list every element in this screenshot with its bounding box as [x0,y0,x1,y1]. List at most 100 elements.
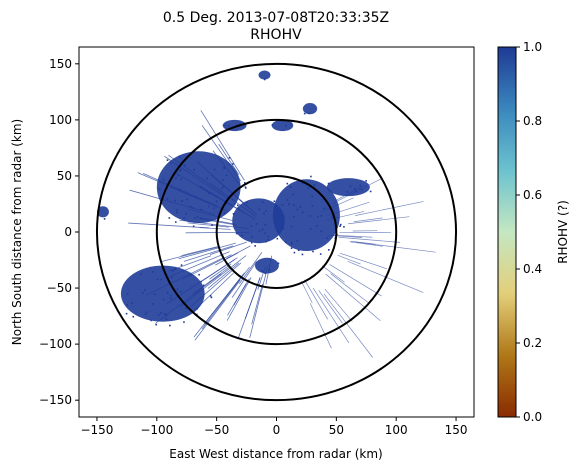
echo-gate [223,212,226,214]
echo-gate [309,215,312,217]
echo-gate [225,174,228,177]
colorbar-label: RHOHV (?) [556,200,570,264]
echo-gate [215,200,218,203]
echo-ray [301,281,313,304]
echo-gate [264,232,266,235]
echo-gate [168,217,171,219]
echo-ray [164,155,228,200]
echo-gate [291,241,293,244]
echo-gate [162,298,165,301]
echo-ray [210,241,247,255]
echo-ray [330,273,369,304]
echo-gate [277,262,280,265]
echo-gate [180,264,183,266]
echo-gate [166,159,169,161]
echo-ray [203,274,244,325]
colorbar-tick-label: 0.4 [523,262,542,276]
echo-gate [311,195,314,198]
echo-gate [308,112,311,115]
echo-gate [268,269,271,271]
echo-gate [166,198,169,200]
echo-gate [301,211,304,214]
echo-gate [170,297,172,300]
echo-gate [241,234,243,237]
x-tick-label: 0 [273,423,281,437]
echo-gate [244,186,247,189]
echo-gate [246,201,248,204]
echo-gate [150,319,152,322]
echo-gate [293,204,295,206]
echo-gate [310,175,312,178]
echo-west-cell [96,206,109,218]
echo-ray [181,246,218,256]
echo-gate [312,250,314,253]
echo-gate [301,253,304,256]
echo-ray [128,222,210,229]
colorbar-tick-label: 1.0 [523,40,542,54]
echo-gate [208,205,210,208]
echo-gate [158,188,161,190]
echo-gate [165,318,168,321]
echo-gate [186,198,188,201]
echo-gate [290,225,293,228]
echo-gate [170,294,172,297]
echo-gate [244,182,246,184]
echo-gate [180,290,182,293]
echo-gate [171,276,173,279]
colorbar-tick-label: 0.8 [523,114,542,128]
echo-gate [209,295,212,297]
echo-gate [264,272,266,275]
echo-gate [261,270,264,272]
echo-gate [144,313,147,316]
echo-gate [199,217,202,220]
echo-gate [327,249,330,251]
echo-gate [307,187,310,189]
echo-northeast [326,178,370,197]
colorbar-tick-label: 0.0 [523,410,542,424]
echo-gate [126,304,128,306]
echo-gate [311,205,314,207]
echo-gate [175,209,178,211]
echo-gate [297,249,300,252]
echo-gate [264,224,266,226]
echo-gate [179,169,181,172]
echo-gate [239,122,242,125]
echo-gate [208,192,210,194]
echo-gate [151,303,154,305]
echo-ray [348,216,410,225]
y-tick-label: 50 [57,169,72,183]
echo-ray [318,290,343,324]
echo-ray [324,288,353,322]
echo-gate [225,202,228,205]
echo-gate [234,203,236,205]
echo-gate [255,223,258,225]
y-tick-label: 0 [64,225,72,239]
echo-ray [200,110,245,181]
echo-gate [250,241,253,244]
echo-southwest-band [120,265,205,322]
echo-gate [180,178,182,181]
echo-gate [303,112,306,115]
x-tick-label: 100 [385,423,408,437]
echo-ray [226,277,252,321]
echo-gate [132,315,135,318]
x-axis-label: East West distance from radar (km) [169,447,382,461]
echo-gate [258,208,261,211]
echo-ray [145,257,225,296]
echo-ray [169,255,212,272]
echo-ray [209,182,256,217]
echo-gate [178,155,181,158]
echo-gate [282,227,285,230]
echo-gate [154,293,156,296]
echo-ray [188,208,233,221]
echo-gate [310,227,312,230]
echo-gate [258,230,261,232]
echo-gate [302,182,304,184]
echo-gate [326,237,329,240]
echo-gate [320,215,323,217]
echo-ray [349,241,383,247]
echo-gate [131,302,133,304]
echo-gate [359,184,362,187]
echo-gate [281,204,284,206]
echo-gate [292,193,294,196]
